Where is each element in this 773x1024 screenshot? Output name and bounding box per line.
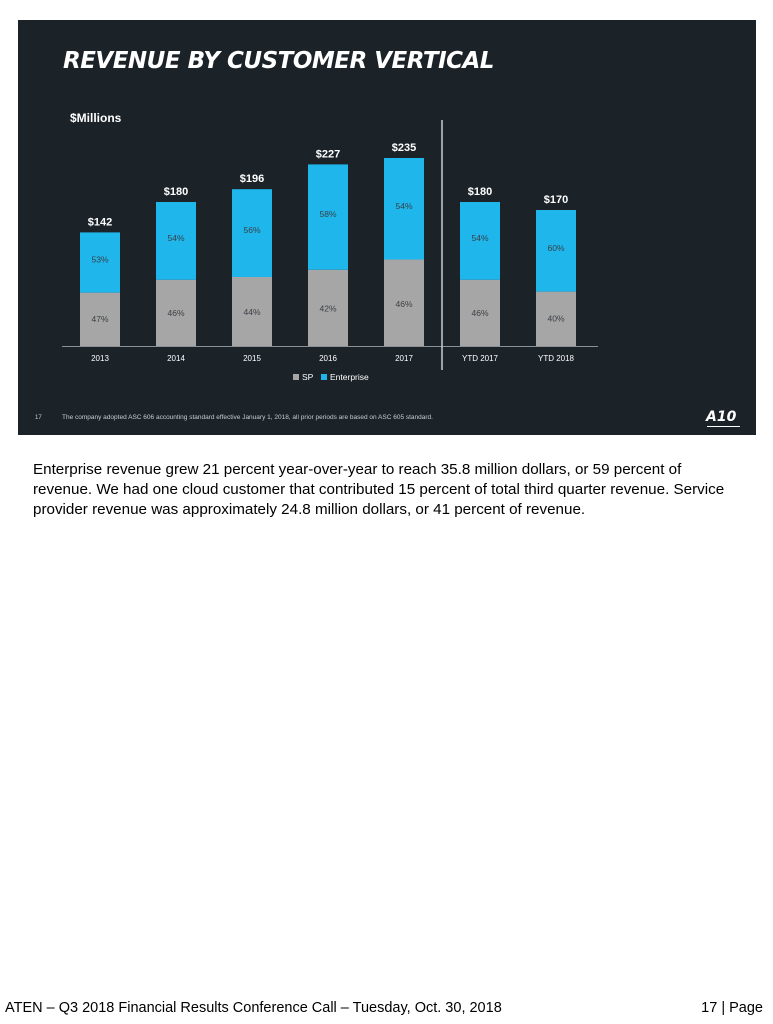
x-tick-label: 2015 bbox=[243, 354, 261, 363]
revenue-chart: $142 53% 47% 2013 $180 54% 46% 2014 $196 56% 44% 20… bbox=[62, 120, 598, 382]
x-tick-label: YTD 2018 bbox=[538, 354, 575, 363]
bar-sp-2014 bbox=[156, 279, 196, 346]
legend-swatch-enterprise bbox=[321, 374, 327, 380]
enterprise-percent-label: 54% bbox=[167, 233, 184, 243]
bar-sp-2013 bbox=[80, 292, 120, 346]
slide-number: 17 bbox=[35, 415, 42, 421]
enterprise-percent-label: 54% bbox=[471, 233, 488, 243]
bar-sp-ytd-2018 bbox=[536, 291, 576, 346]
bar-sp-2017 bbox=[384, 259, 424, 346]
slide-footnote: The company adopted ASC 606 accounting s… bbox=[62, 414, 433, 421]
x-tick-label: YTD 2017 bbox=[462, 354, 499, 363]
footer-title: ATEN – Q3 2018 Financial Results Confere… bbox=[5, 1000, 502, 1016]
bar-total-label: $196 bbox=[240, 173, 264, 185]
bar-enterprise-2014 bbox=[156, 202, 196, 280]
bar-total-label: $142 bbox=[88, 216, 112, 228]
commentary-paragraph: Enterprise revenue grew 21 percent year-… bbox=[33, 461, 725, 518]
bar-total-label: $180 bbox=[468, 186, 492, 198]
bar-sp-2016 bbox=[308, 269, 348, 346]
bar-enterprise-ytd-2018 bbox=[536, 210, 576, 292]
footer-page-number: 17 | Page bbox=[701, 1000, 763, 1016]
bar-sp-ytd-2017 bbox=[460, 279, 500, 346]
bar-sp-2015 bbox=[232, 277, 272, 346]
sp-percent-label: 46% bbox=[167, 308, 184, 318]
enterprise-percent-label: 53% bbox=[91, 255, 108, 265]
bar-enterprise-2013 bbox=[80, 232, 120, 293]
x-tick-label: 2013 bbox=[91, 354, 109, 363]
slide-title: REVENUE BY CUSTOMER VERTICAL bbox=[63, 48, 494, 74]
legend-label-enterprise: Enterprise bbox=[330, 372, 369, 382]
bar-total-label: $180 bbox=[164, 186, 188, 198]
bar-enterprise-2015 bbox=[232, 189, 272, 278]
x-tick-label: 2016 bbox=[319, 354, 337, 363]
page-footer: ATEN – Q3 2018 Financial Results Confere… bbox=[5, 1000, 763, 1020]
bar-total-label: $170 bbox=[544, 194, 568, 206]
sp-percent-label: 47% bbox=[91, 314, 108, 324]
sp-percent-label: 42% bbox=[319, 304, 336, 314]
bar-enterprise-ytd-2017 bbox=[460, 202, 500, 280]
a10-logo: A10 bbox=[706, 409, 737, 425]
x-tick-label: 2014 bbox=[167, 354, 185, 363]
bar-enterprise-2017 bbox=[384, 158, 424, 260]
bar-enterprise-2016 bbox=[308, 164, 348, 270]
bar-total-label: $227 bbox=[316, 148, 340, 160]
sp-percent-label: 46% bbox=[395, 299, 412, 309]
bar-total-label: $235 bbox=[392, 142, 416, 154]
enterprise-percent-label: 58% bbox=[319, 209, 336, 219]
units-label: $Millions bbox=[70, 111, 122, 125]
slide-image: REVENUE BY CUSTOMER VERTICAL $Millions $… bbox=[18, 20, 756, 435]
legend-swatch-sp bbox=[293, 374, 299, 380]
sp-percent-label: 46% bbox=[471, 308, 488, 318]
legend-label-sp: SP bbox=[302, 372, 314, 382]
x-tick-label: 2017 bbox=[395, 354, 413, 363]
enterprise-percent-label: 60% bbox=[547, 243, 564, 253]
enterprise-percent-label: 54% bbox=[395, 201, 412, 211]
sp-percent-label: 44% bbox=[243, 307, 260, 317]
logo-underline bbox=[707, 426, 740, 427]
sp-percent-label: 40% bbox=[547, 314, 564, 324]
enterprise-percent-label: 56% bbox=[243, 225, 260, 235]
